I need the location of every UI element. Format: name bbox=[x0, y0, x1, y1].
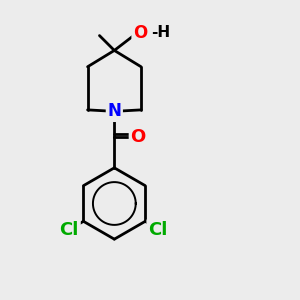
Text: Cl: Cl bbox=[148, 220, 168, 238]
Text: Cl: Cl bbox=[60, 220, 79, 238]
Text: O: O bbox=[133, 25, 147, 43]
Text: N: N bbox=[107, 102, 121, 120]
Text: -H: -H bbox=[151, 25, 170, 40]
Text: O: O bbox=[130, 128, 146, 146]
